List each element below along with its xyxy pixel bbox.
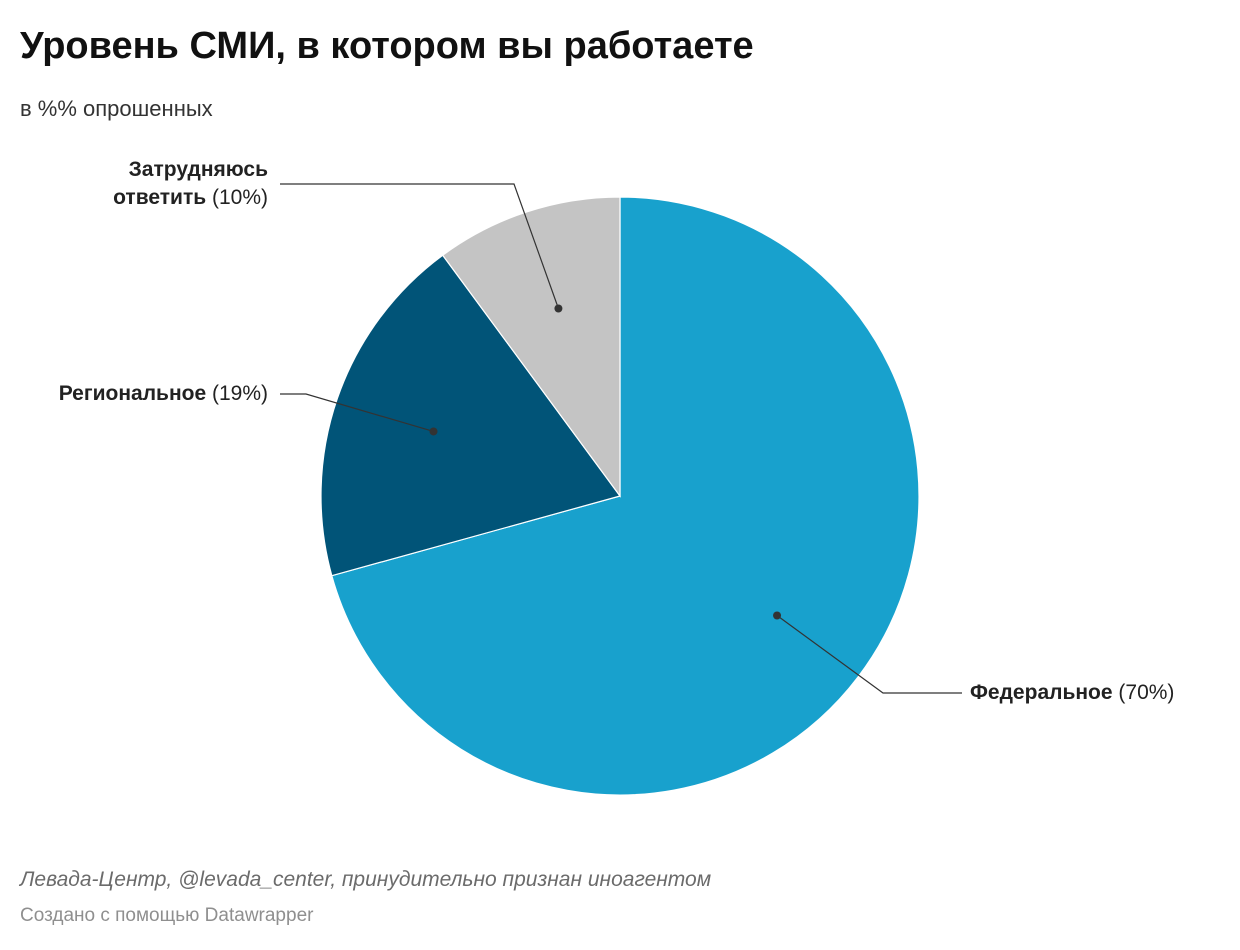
pie-slices: [320, 196, 920, 796]
datawrapper-credit[interactable]: Создано с помощью Datawrapper: [20, 905, 314, 926]
source-note: Левада-Центр, @levada_center, принудител…: [20, 868, 712, 891]
pie-slice-1[interactable]: [331, 196, 920, 796]
leader-line-2: [280, 393, 434, 433]
label-leader-lines: [280, 183, 962, 694]
slice-label-3: Затрудняюсь ответить (10%): [113, 158, 268, 209]
slice-label-2: Региональное (19%): [59, 382, 268, 405]
pie-chart: Федеральное (70%) Региональное (19%) Затру…: [59, 158, 1175, 796]
slice-label-value: (70%): [1113, 681, 1175, 704]
pie-slice-3[interactable]: [441, 196, 621, 498]
slice-label-name: Федеральное: [970, 681, 1113, 704]
slice-label-1: Федеральное (70%): [970, 681, 1174, 704]
slice-label-name: Региональное: [59, 382, 206, 405]
slice-label-name: ответить: [113, 186, 206, 209]
leader-dot-1: [773, 611, 782, 620]
leader-dot-3: [554, 304, 563, 313]
slice-label-value: (10%): [206, 186, 268, 209]
slice-label-value: (19%): [206, 382, 268, 405]
leader-line-3: [280, 183, 559, 309]
chart-title: Уровень СМИ, в котором вы работаете: [20, 25, 754, 67]
leader-line-1: [776, 615, 962, 694]
slice-label-name: Затрудняюсь: [129, 158, 268, 181]
chart-subtitle: в %% опрошенных: [20, 96, 213, 121]
slice-labels: Федеральное (70%) Региональное (19%) Затру…: [59, 158, 1175, 704]
pie-slice-2[interactable]: [320, 254, 621, 577]
leader-dot-2: [429, 427, 438, 436]
